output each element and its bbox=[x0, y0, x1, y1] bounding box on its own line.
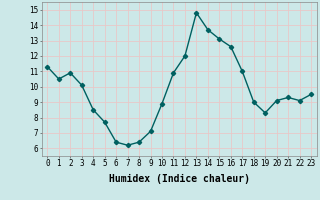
X-axis label: Humidex (Indice chaleur): Humidex (Indice chaleur) bbox=[109, 174, 250, 184]
